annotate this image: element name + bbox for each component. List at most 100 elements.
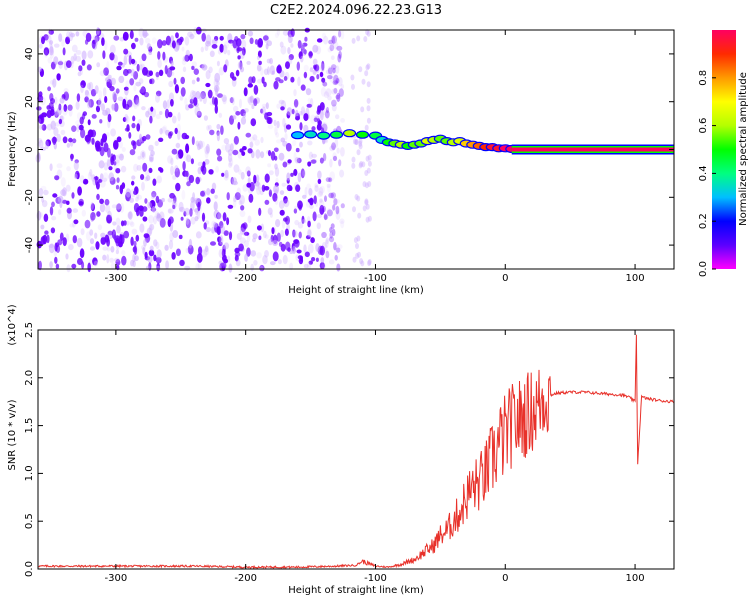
spectrogram-point [366, 105, 371, 112]
spectrogram-point [84, 89, 89, 96]
spectrogram-point [196, 110, 202, 118]
spectrogram-point [323, 213, 328, 221]
spectrogram-point [298, 231, 302, 239]
spectrogram-point [120, 165, 127, 173]
spectrogram-point [43, 189, 49, 196]
spectrogram-point [179, 95, 184, 101]
spectrogram-point [164, 108, 170, 119]
spectrogram-point [61, 106, 68, 116]
spectrogram-point [185, 217, 190, 225]
spectrogram-point [247, 148, 253, 154]
spectrogram-point [170, 165, 174, 176]
spectrogram-point [37, 94, 44, 102]
spectrogram-point [115, 88, 120, 94]
spectrogram-point [49, 46, 54, 56]
spectrogram-point [87, 262, 91, 273]
spectrogram-point [358, 138, 363, 145]
spectrogram-point [137, 194, 142, 200]
spectrogram-point [184, 134, 190, 140]
spectrogram-point [156, 175, 162, 184]
spectrogram-point [303, 124, 309, 133]
spectrogram-point [85, 231, 91, 241]
spectrogram-point [213, 201, 218, 211]
spectrogram-point [142, 247, 146, 255]
spectrogram-point [304, 186, 308, 197]
spectrogram-point [314, 183, 319, 188]
spectrogram-point [62, 136, 68, 144]
spectrogram-point [157, 39, 163, 49]
spectrogram-point [319, 71, 324, 78]
spectrogram-point [242, 222, 248, 230]
spectrogram-point [121, 250, 126, 256]
spectrogram-point [159, 111, 163, 115]
spectrogram-point [283, 198, 290, 208]
spectrogram-point [301, 215, 305, 224]
spectrogram-point [312, 58, 318, 66]
spectrogram-point [276, 103, 281, 109]
spectrogram-point [159, 218, 166, 228]
spectrogram-point [155, 113, 161, 120]
spectrogram-point [364, 70, 369, 77]
spectrogram-point [54, 256, 58, 264]
spectrogram-point [122, 117, 127, 122]
spectrogram-x-axis-label: Height of straight line (km) [288, 285, 424, 296]
spectrogram-point [292, 230, 298, 238]
spectrogram-point [354, 194, 359, 200]
spectrogram-point [273, 80, 279, 90]
spectrogram-point [99, 198, 104, 204]
spectrogram-point [280, 45, 287, 55]
spectrogram-point [75, 50, 82, 55]
spectrogram-point [331, 35, 337, 44]
spectrogram-point [252, 237, 256, 243]
spectrogram-point [365, 64, 370, 71]
spectrogram-point [313, 195, 317, 205]
spectrogram-point [145, 175, 151, 181]
x-tick-label: -100 [364, 273, 387, 284]
spectrogram-point [50, 227, 56, 234]
spectrogram-point [221, 144, 227, 151]
spectrogram-point [229, 115, 234, 125]
spectrogram-point [185, 143, 190, 154]
spectrogram-point [209, 50, 215, 58]
spectrogram-point [151, 190, 157, 198]
spectrogram-point [240, 34, 246, 40]
spectrogram-point [284, 228, 289, 236]
spectrogram-point [130, 236, 134, 246]
spectrogram-point [78, 124, 84, 131]
spectrogram-point [278, 79, 284, 84]
spectrogram-point [170, 35, 175, 42]
spectrogram-point [246, 182, 252, 188]
spectrogram-point [279, 41, 284, 48]
spectrogram-point [75, 55, 81, 62]
spectrogram-point [340, 147, 345, 157]
spectrogram-point [321, 60, 325, 71]
spectrogram-point [296, 249, 302, 254]
spectrogram-point [196, 77, 200, 82]
spectrogram-point [184, 36, 190, 46]
spectrogram-point [125, 80, 130, 90]
spectrogram-point [133, 246, 140, 255]
spectrogram-point [233, 164, 240, 173]
spectrogram-point [281, 182, 287, 187]
spectrogram-point [307, 229, 312, 238]
spectrogram-point [216, 131, 220, 142]
spectrogram-point [264, 199, 270, 205]
spectrogram-point [293, 205, 298, 211]
spectrogram-point [99, 70, 106, 77]
spectrogram-point [100, 232, 106, 238]
spectrogram-point [336, 147, 340, 154]
spectrogram-point [130, 58, 136, 65]
spectrogram-point [169, 66, 176, 71]
spectrogram-point [325, 69, 330, 75]
spectrogram-point [332, 75, 337, 82]
spectrogram-point [111, 204, 117, 209]
spectrogram-point [263, 230, 267, 239]
spectrogram-point [149, 78, 153, 84]
spectrogram-point [145, 134, 151, 140]
spectrogram-point [318, 187, 324, 196]
y-tick-label: 2.0 [24, 370, 35, 386]
snr-y-ticks: 0.0 0.5 1.0 1.5 2.0 2.5 [24, 322, 674, 577]
spectrogram-point [333, 198, 338, 206]
spectrogram-point [322, 122, 328, 128]
spectrogram-point [76, 93, 81, 102]
